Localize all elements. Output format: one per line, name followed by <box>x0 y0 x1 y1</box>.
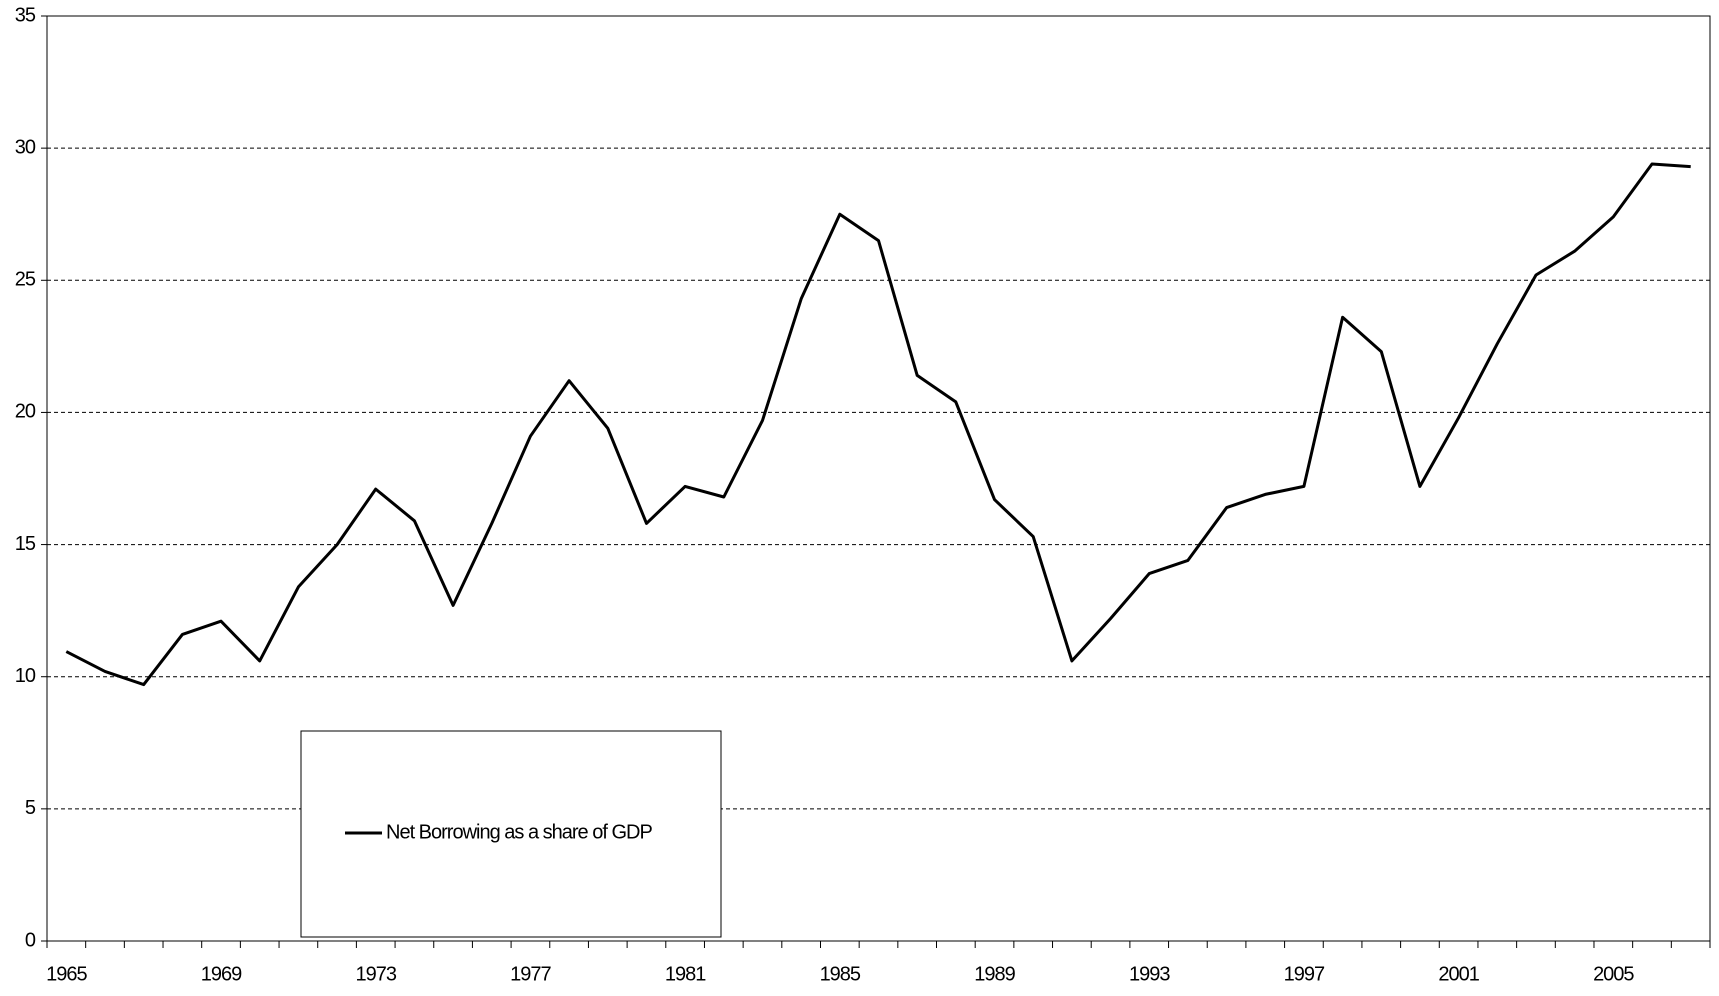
x-tick-label: 1969 <box>201 963 242 985</box>
x-tick-label: 1985 <box>820 963 861 985</box>
x-tick-label: 1989 <box>974 963 1015 985</box>
y-tick-label: 30 <box>15 136 36 158</box>
x-tick-label: 1993 <box>1129 963 1170 985</box>
plot-frame <box>46 15 1711 942</box>
x-tick-label: 1977 <box>510 963 551 985</box>
y-tick-label: 25 <box>15 269 36 291</box>
x-tick-label: 1997 <box>1284 963 1325 985</box>
x-tick-label: 1973 <box>355 963 396 985</box>
y-tick-label: 10 <box>15 665 36 687</box>
series-line <box>65 162 1691 687</box>
x-tick-label: 1965 <box>46 963 87 985</box>
y-tick-label: 0 <box>25 929 36 951</box>
y-tick-label: 20 <box>15 401 36 423</box>
y-tick-label: 5 <box>25 797 36 819</box>
legend-label: Net Borrowing as a share of GDP <box>386 821 652 843</box>
y-tick-label: 35 <box>15 4 36 26</box>
y-tick-label: 15 <box>15 533 36 555</box>
x-tick-label: 2001 <box>1438 963 1479 985</box>
legend: Net Borrowing as a share of GDP <box>300 730 722 938</box>
x-tick-label: 1981 <box>665 963 706 985</box>
x-tick-label: 2005 <box>1593 963 1634 985</box>
